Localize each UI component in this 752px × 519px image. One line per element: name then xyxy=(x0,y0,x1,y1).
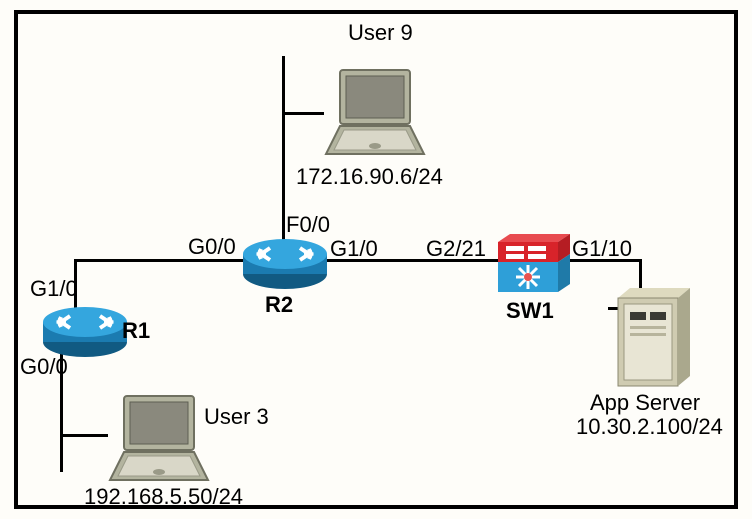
lnk-u9-h xyxy=(282,112,324,115)
user3-laptop xyxy=(104,394,214,484)
switch-sw1 xyxy=(496,232,572,298)
user3-ip: 192.168.5.50/24 xyxy=(84,484,243,510)
if-sw1-g221: G2/21 xyxy=(426,236,486,262)
router-r1 xyxy=(40,304,130,360)
lnk-u3-h xyxy=(60,434,108,437)
lnk-r2-u9-v xyxy=(282,56,285,242)
sw1-label: SW1 xyxy=(506,298,554,324)
r1-label: R1 xyxy=(122,318,150,344)
if-r1-g10: G1/0 xyxy=(30,276,78,302)
app-server xyxy=(606,286,692,390)
if-sw1-g110: G1/10 xyxy=(572,236,632,262)
router-r2 xyxy=(240,236,330,292)
if-r1-g00: G0/0 xyxy=(20,354,68,380)
user3-label: User 3 xyxy=(204,404,269,430)
user9-ip: 172.16.90.6/24 xyxy=(296,164,443,190)
appserver-ip: 10.30.2.100/24 xyxy=(576,414,723,440)
user9-label: User 9 xyxy=(348,20,413,46)
user9-laptop xyxy=(320,68,430,158)
if-r2-g10: G1/0 xyxy=(330,236,378,262)
if-r2-g00: G0/0 xyxy=(188,234,236,260)
appserver-label: App Server xyxy=(590,390,700,416)
if-r2-f00: F0/0 xyxy=(286,212,330,238)
r2-label: R2 xyxy=(265,292,293,318)
diagram: User 9 172.16.90.6/24 User 3 192.168.5.5… xyxy=(14,10,738,509)
